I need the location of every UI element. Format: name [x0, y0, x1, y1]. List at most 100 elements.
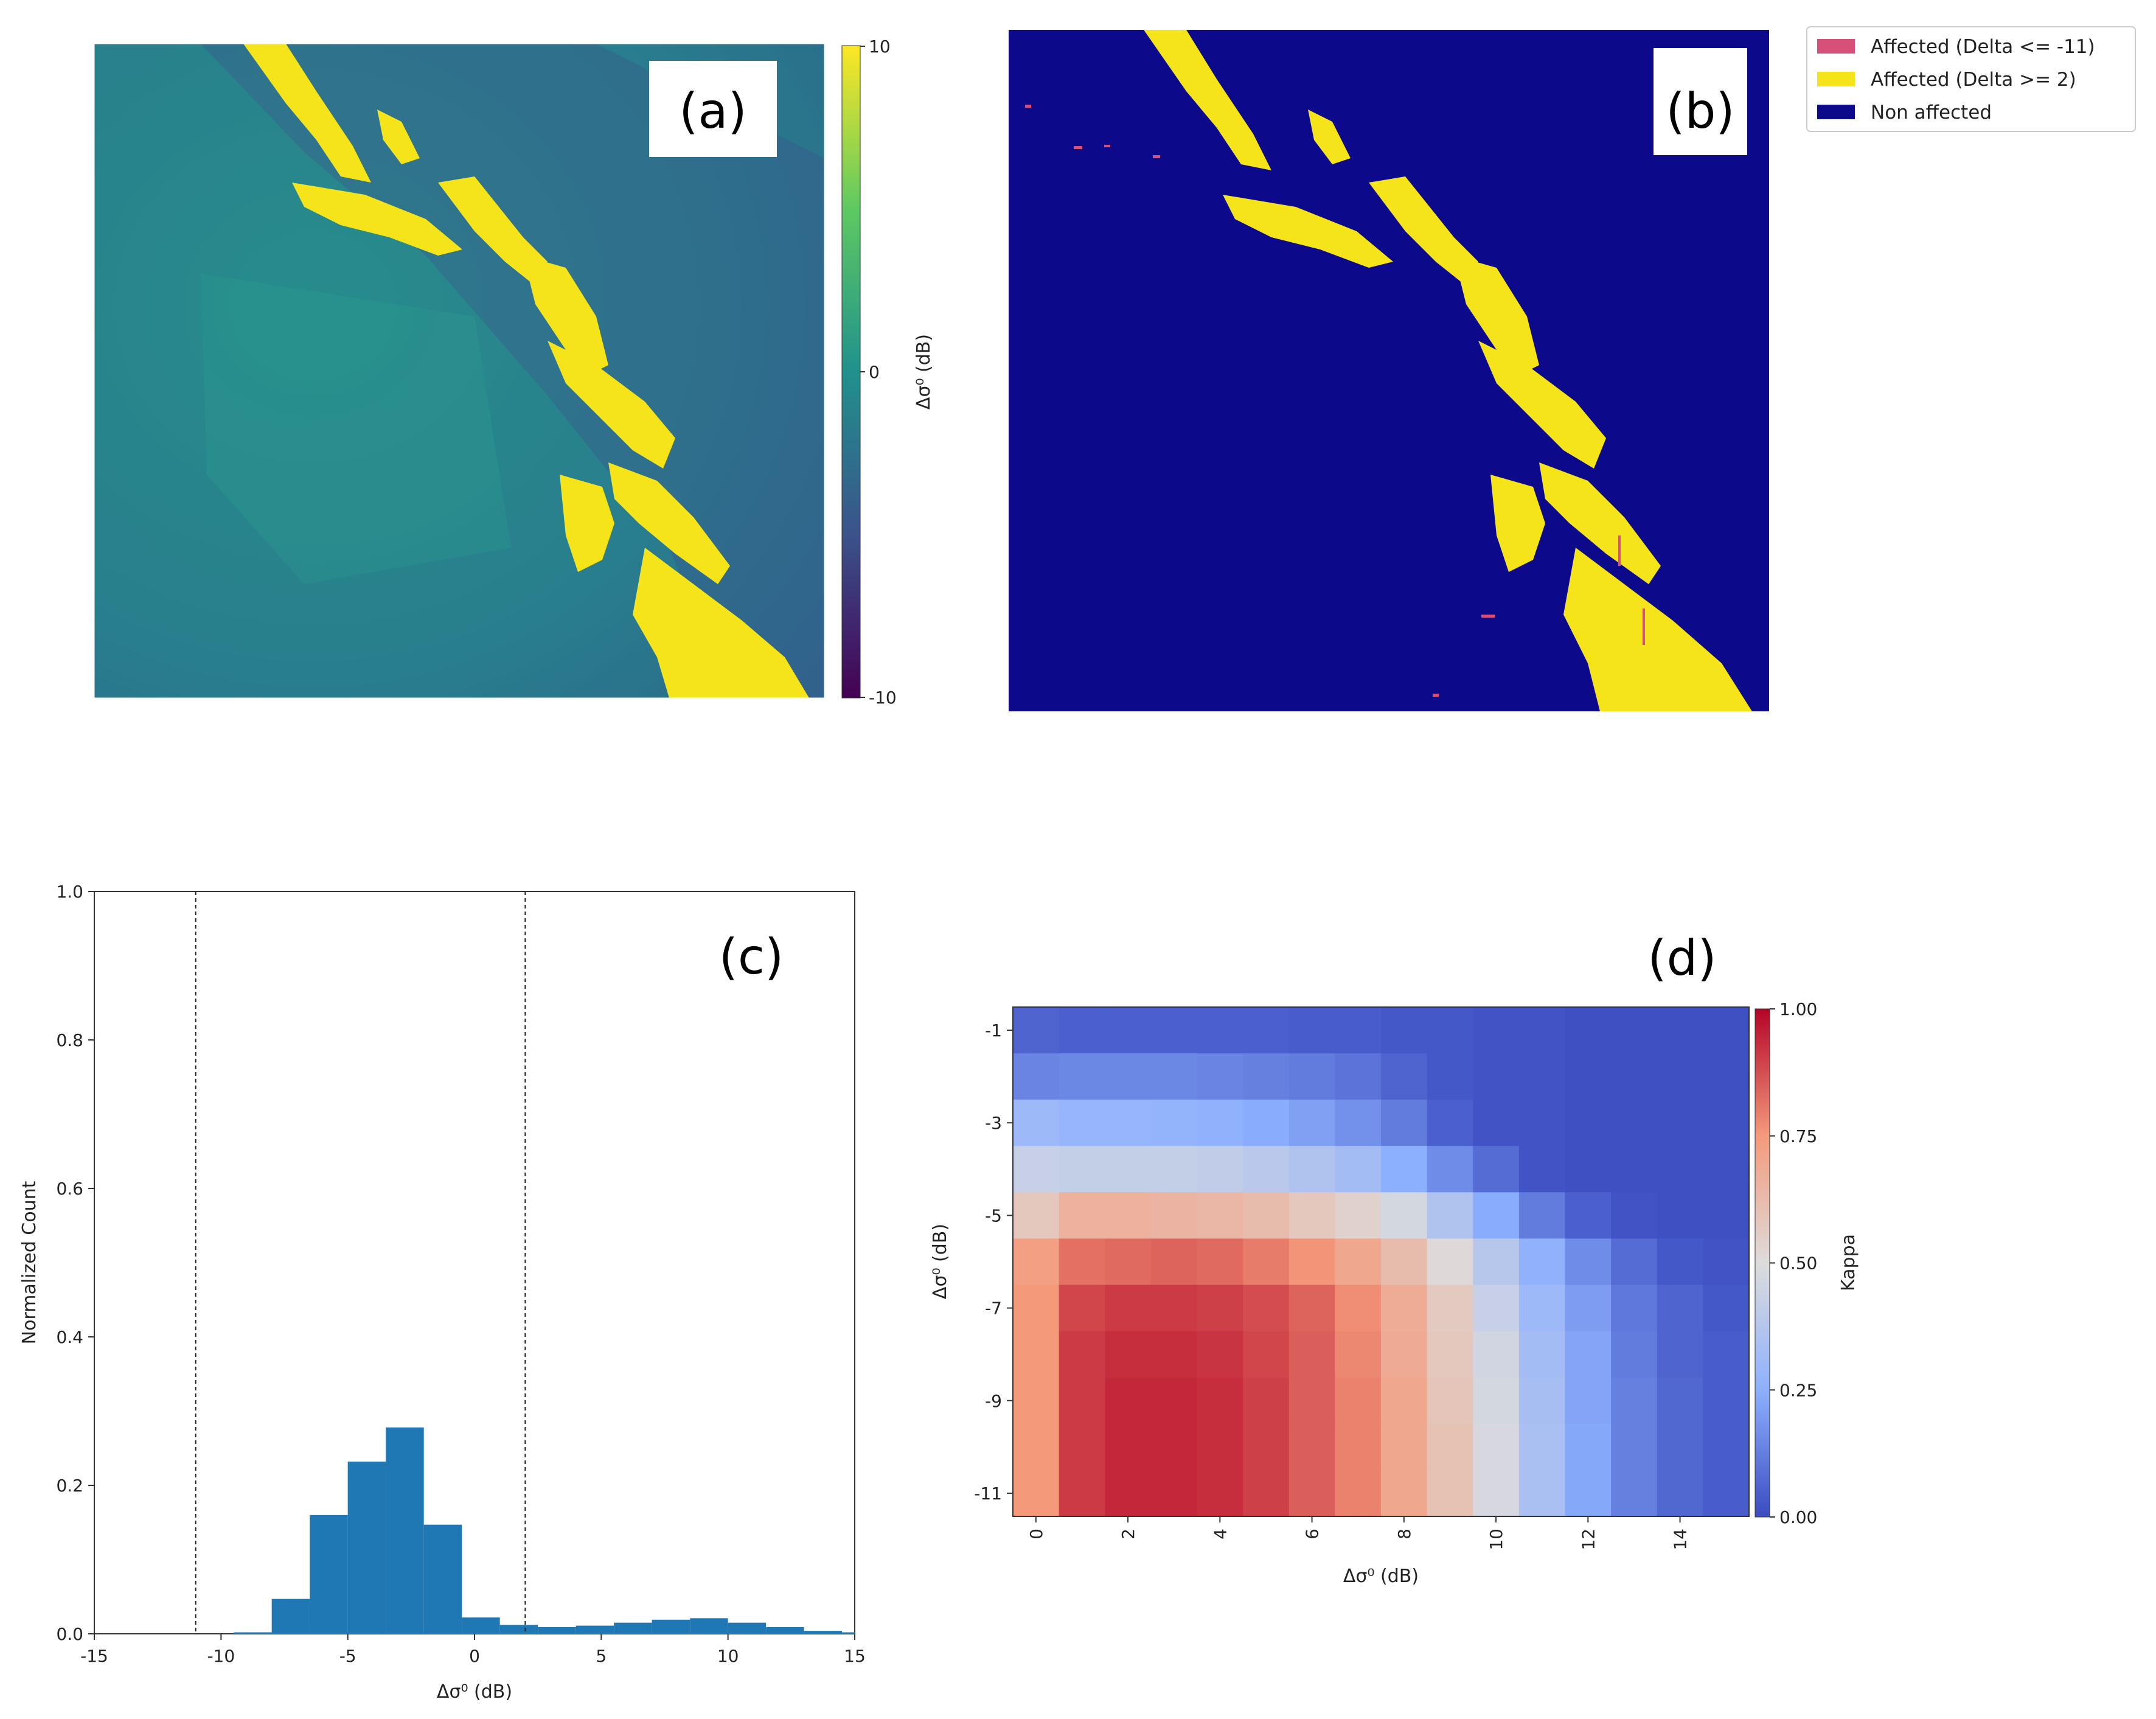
kappa-cell	[1243, 1285, 1290, 1332]
kappa-cell	[1611, 1100, 1658, 1146]
kappa-cell	[1105, 1053, 1152, 1100]
kappa-cell	[1288, 1146, 1335, 1193]
histogram-bar	[728, 1622, 767, 1634]
histogram-bar	[576, 1625, 614, 1634]
kappa-cell	[1105, 1007, 1152, 1054]
kappa-cell	[1288, 1192, 1335, 1240]
kappa-cell	[1657, 1053, 1703, 1100]
kappa-cell	[1473, 1470, 1520, 1517]
x-tick-label: 4	[1210, 1529, 1230, 1539]
kappa-cell	[1657, 1423, 1703, 1471]
kappa-cell	[1381, 1423, 1428, 1471]
histogram-bar	[842, 1632, 855, 1634]
histogram-bar	[310, 1515, 348, 1634]
colorbar-a-tick: 10	[869, 37, 891, 57]
colorbar-d: 1.00 0.75 0.50 0.25 0.00 Kappa	[1754, 999, 1859, 1527]
kappa-cell	[1150, 1470, 1198, 1517]
y-tick-label: 0.4	[56, 1327, 83, 1347]
kappa-cell	[1288, 1377, 1335, 1424]
kappa-cell	[1565, 1377, 1612, 1424]
kappa-cell	[1150, 1377, 1198, 1424]
kappa-cell	[1197, 1377, 1243, 1424]
kappa-cell	[1703, 1053, 1750, 1100]
x-tick-label: -5	[339, 1646, 356, 1666]
kappa-cell	[1657, 1331, 1703, 1378]
x-tick-label: 12	[1578, 1529, 1598, 1550]
kappa-cell	[1150, 1146, 1198, 1193]
kappa-cell	[1611, 1007, 1658, 1054]
histogram-bar	[690, 1618, 728, 1634]
kappa-cell	[1335, 1377, 1382, 1424]
kappa-cell	[1657, 1377, 1703, 1424]
kappa-cell	[1197, 1331, 1243, 1378]
kappa-cell	[1059, 1470, 1105, 1517]
kappa-cell	[1288, 1331, 1335, 1378]
kappa-cell	[1059, 1053, 1105, 1100]
kappa-cell	[1518, 1100, 1566, 1146]
kappa-cell	[1427, 1470, 1473, 1517]
y-tick-label: 0.6	[56, 1179, 83, 1199]
histogram-bar	[386, 1427, 424, 1634]
x-tick-label: -15	[80, 1646, 108, 1666]
kappa-cell	[1427, 1146, 1473, 1193]
panel-a-label: (a)	[679, 83, 746, 139]
kappa-cell	[1381, 1331, 1428, 1378]
y-tick-label: -9	[985, 1391, 1002, 1411]
kappa-cell	[1657, 1146, 1703, 1193]
histogram-bar	[234, 1632, 272, 1634]
kappa-cell	[1657, 1192, 1703, 1240]
kappa-cell	[1427, 1238, 1473, 1286]
kappa-cell	[1059, 1423, 1105, 1471]
histogram-bar	[462, 1617, 500, 1634]
kappa-cell	[1335, 1053, 1382, 1100]
kappa-cell	[1565, 1331, 1612, 1378]
colorbar-a-label: Δσ⁰ (dB)	[913, 334, 934, 410]
kappa-cell	[1197, 1423, 1243, 1471]
kappa-cell	[1335, 1238, 1382, 1286]
y-tick-label: 0.0	[56, 1624, 83, 1644]
kappa-cell	[1197, 1285, 1243, 1332]
kappa-cell	[1013, 1238, 1060, 1286]
kappa-cell	[1335, 1423, 1382, 1471]
panel-d: 0 2 4 6 8 10 12 14 -1 -3 -5 -7 -9 -11 (d) Δσ⁰ (dB) Δ…	[930, 930, 1859, 1587]
kappa-cell	[1657, 1285, 1703, 1332]
legend-label: Affected (Delta <= -11)	[1871, 36, 2095, 58]
kappa-cell	[1427, 1285, 1473, 1332]
kappa-cell	[1243, 1470, 1290, 1517]
kappa-cell	[1518, 1053, 1566, 1100]
histogram-bar	[347, 1461, 386, 1634]
kappa-cell	[1243, 1146, 1290, 1193]
histogram-x-label: Δσ⁰ (dB)	[437, 1681, 512, 1703]
kappa-cell	[1381, 1192, 1428, 1240]
colorbar-a-tick: 0	[869, 362, 880, 382]
histogram-axes	[94, 891, 855, 1634]
legend-label: Affected (Delta >= 2)	[1871, 69, 2076, 91]
kappa-cell	[1518, 1285, 1566, 1332]
kappa-cell	[1565, 1192, 1612, 1240]
kappa-cell	[1427, 1007, 1473, 1054]
y-tick-label: -5	[985, 1205, 1002, 1226]
kappa-cell	[1473, 1423, 1520, 1471]
kappa-cell	[1473, 1285, 1520, 1332]
x-tick-label: 2	[1118, 1529, 1138, 1539]
kappa-cell	[1197, 1007, 1243, 1054]
affected-negative-specks	[1025, 105, 1645, 697]
kappa-cell	[1335, 1146, 1382, 1193]
kappa-cell	[1197, 1053, 1243, 1100]
panel-c: -15 -10 -5 0 5 10 15 0.0 0.2 0.4 0.6 0.8 1.0 (c) Δσ…	[19, 882, 866, 1703]
panel-a: (a) 10 0 -10 Δσ⁰ (dB)	[94, 37, 934, 708]
colorbar-d-label: Kappa	[1838, 1234, 1859, 1291]
kappa-cell	[1518, 1423, 1566, 1471]
kappa-cell	[1059, 1146, 1105, 1193]
kappa-cell	[1105, 1470, 1152, 1517]
kappa-cell	[1611, 1470, 1658, 1517]
x-tick-label: 0	[469, 1646, 480, 1666]
x-tick-label: 10	[717, 1646, 739, 1666]
colorbar-a: 10 0 -10 Δσ⁰ (dB)	[841, 37, 934, 708]
kappa-cell	[1427, 1192, 1473, 1240]
x-tick-label: 10	[1486, 1529, 1506, 1550]
kappa-cell	[1335, 1007, 1382, 1054]
kappa-cell	[1611, 1285, 1658, 1332]
kappa-cell	[1518, 1007, 1566, 1054]
kappa-cell	[1703, 1146, 1750, 1193]
